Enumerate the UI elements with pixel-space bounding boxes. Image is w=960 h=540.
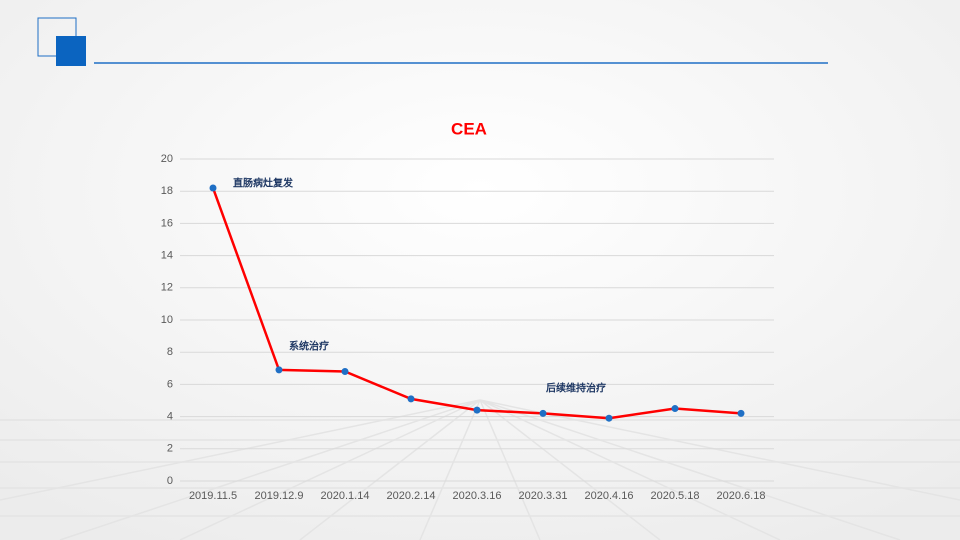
point bbox=[737, 409, 745, 417]
y-tick-label: 8 bbox=[167, 346, 173, 358]
x-tick-label: 2019.11.5 bbox=[189, 490, 237, 502]
x-tick-label: 2020.6.18 bbox=[717, 490, 766, 502]
x-tick-label: 2019.12.9 bbox=[255, 490, 304, 502]
y-tick-label: 4 bbox=[167, 411, 173, 423]
y-tick-label: 10 bbox=[161, 314, 173, 326]
y-tick-label: 16 bbox=[161, 217, 173, 229]
chart-title: CEA bbox=[451, 119, 487, 138]
x-tick-label: 2020.5.18 bbox=[651, 490, 700, 502]
point bbox=[671, 405, 679, 413]
point bbox=[275, 366, 283, 374]
y-tick-label: 20 bbox=[161, 153, 173, 165]
x-tick-label: 2020.2.14 bbox=[387, 490, 436, 502]
x-tick-label: 2020.1.14 bbox=[321, 490, 370, 502]
x-tick-label: 2020.4.16 bbox=[585, 490, 634, 502]
point bbox=[209, 184, 217, 192]
point bbox=[407, 395, 415, 403]
y-tick-label: 12 bbox=[161, 282, 173, 294]
y-tick-label: 18 bbox=[161, 185, 173, 197]
deco-square bbox=[56, 36, 86, 66]
x-tick-label: 2020.3.31 bbox=[519, 490, 568, 502]
point bbox=[605, 414, 613, 422]
point bbox=[473, 406, 481, 414]
y-tick-label: 14 bbox=[161, 250, 173, 262]
point bbox=[341, 368, 349, 376]
y-tick-label: 6 bbox=[167, 378, 173, 390]
annotation: 后续维持治疗 bbox=[546, 382, 606, 395]
x-tick-label: 2020.3.16 bbox=[453, 490, 502, 502]
annotation: 系统治疗 bbox=[289, 340, 329, 353]
y-tick-label: 0 bbox=[167, 475, 173, 487]
y-tick-label: 2 bbox=[167, 443, 173, 455]
floor-grid bbox=[0, 399, 960, 540]
point bbox=[539, 409, 547, 417]
annotation: 直肠病灶复发 bbox=[233, 177, 294, 190]
